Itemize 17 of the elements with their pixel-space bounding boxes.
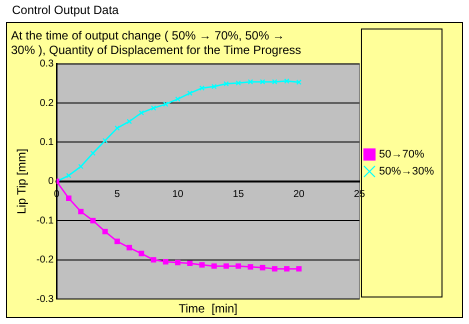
chart-title: Control Output Data bbox=[12, 3, 119, 17]
legend-label: 50%→30% bbox=[378, 166, 434, 178]
x-tick-label: 10 bbox=[172, 189, 184, 200]
x-tick-label: 20 bbox=[293, 189, 305, 200]
y-tick-label: 0.3 bbox=[40, 58, 54, 70]
chart-subtitle: At the time of output change ( 50% → 70%, 50% → 30% ), Quantity of Displacement for the Time Progress bbox=[11, 28, 302, 57]
x-tick-label: 5 bbox=[114, 189, 120, 200]
y-tick-label: -0.1 bbox=[36, 215, 54, 226]
x-tick-label: 15 bbox=[232, 189, 244, 200]
legend-label: 50→70% bbox=[378, 148, 424, 161]
y-tick-label: -0.2 bbox=[36, 254, 54, 266]
y-tick-label: 0 bbox=[48, 176, 54, 188]
y-axis-title: Lip Tip [mm] bbox=[14, 148, 29, 214]
y-tick-label: 0.2 bbox=[40, 98, 54, 109]
y-tick-label: -0.3 bbox=[36, 294, 54, 305]
y-tick-label: 0.1 bbox=[40, 136, 54, 148]
x-axis-title: Time [min] bbox=[178, 301, 238, 316]
